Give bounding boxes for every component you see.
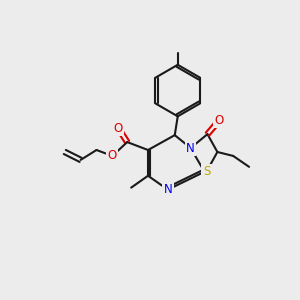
Text: S: S (203, 165, 210, 178)
Text: O: O (108, 149, 117, 162)
Text: O: O (215, 114, 224, 127)
Text: N: N (164, 183, 172, 196)
Text: N: N (186, 142, 195, 154)
Text: O: O (114, 122, 123, 135)
